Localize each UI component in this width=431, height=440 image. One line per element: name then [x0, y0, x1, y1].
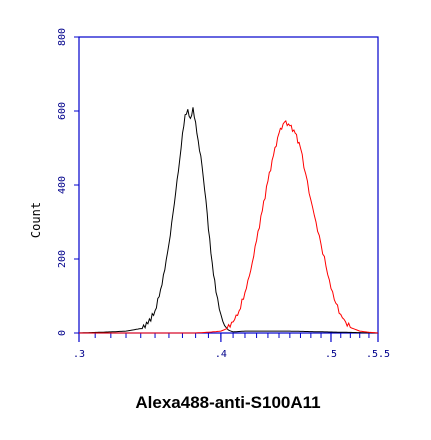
x-tick-label: .5 — [325, 349, 337, 360]
x-axis-ticks: .3.4.5.5.5 — [73, 333, 390, 360]
y-tick-label: 600 — [57, 102, 68, 120]
x-tick-label: .4 — [215, 349, 227, 360]
y-axis-title: Count — [29, 202, 43, 238]
y-axis-ticks: 0 200 400 600 800 — [57, 28, 79, 336]
x-axis-title: Alexa488-anti-S100A11 — [135, 393, 320, 412]
plot-frame — [78, 36, 379, 334]
y-tick-label: 0 — [57, 330, 68, 336]
series-line — [78, 107, 378, 334]
x-tick-label: .3 — [73, 349, 85, 360]
y-tick-label: 800 — [57, 28, 68, 46]
series-layer — [78, 107, 379, 334]
x-tick-label: .5.5 — [366, 349, 390, 360]
series-line — [79, 119, 379, 334]
y-tick-label: 200 — [57, 250, 68, 268]
y-tick-label: 400 — [57, 176, 68, 194]
